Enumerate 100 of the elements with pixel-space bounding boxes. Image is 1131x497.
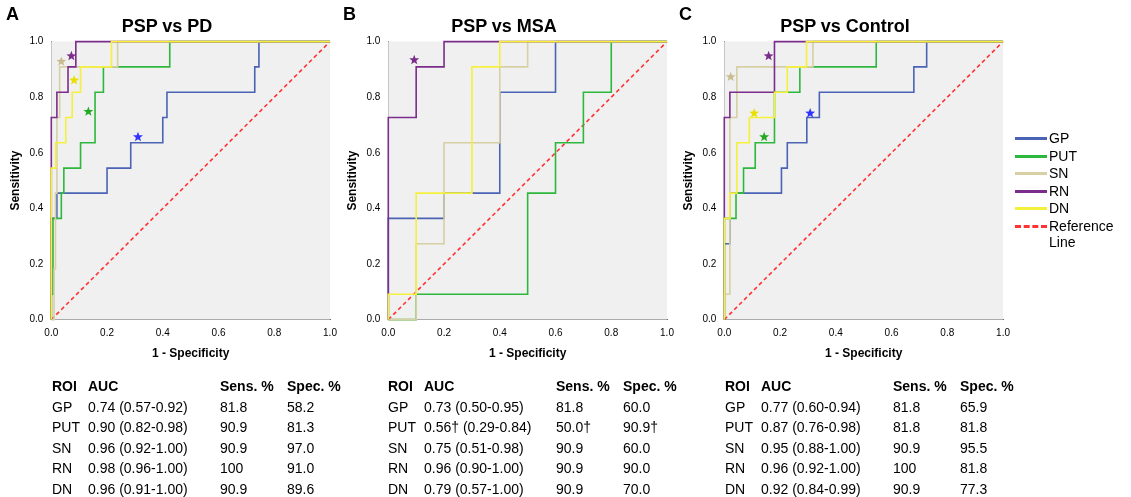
text: 0.96 (0.92-1.00) xyxy=(88,438,189,458)
text: ROI xyxy=(52,377,78,396)
text: 0.87 (0.76-0.98) xyxy=(761,418,862,437)
x-tick-label: 0.8 xyxy=(604,327,619,339)
y-tick-label: 0.0 xyxy=(29,313,44,325)
text: 0.98 (0.96-1.00) xyxy=(88,459,189,478)
text: 100 xyxy=(893,459,918,478)
text: 0.79 (0.57-1.00) xyxy=(424,479,525,497)
chart-title: PSP vs PD xyxy=(121,15,213,36)
x-tick-label: 0.0 xyxy=(381,327,396,339)
text: PUT xyxy=(52,418,81,437)
text: 60.0 xyxy=(623,438,652,458)
x-tick-label: 1.0 xyxy=(323,327,338,339)
y-axis-title: Sensitivity xyxy=(7,150,22,211)
text: 90.0 xyxy=(623,459,652,478)
chart-subtitle: A xyxy=(6,4,19,25)
y-tick-label: 1.0 xyxy=(29,35,44,47)
x-tick-label: 0.2 xyxy=(437,327,452,339)
legend-label: SN xyxy=(1049,165,1070,181)
text: 81.8 xyxy=(960,459,989,478)
y-tick-label: 0.4 xyxy=(29,202,44,214)
x-tick-label: 0.4 xyxy=(492,327,508,339)
y-tick-label: 0.2 xyxy=(29,257,44,269)
text: DN xyxy=(52,479,74,497)
text: 81.3 xyxy=(287,418,316,437)
x-tick-label: 0.0 xyxy=(44,327,59,339)
text: 50.0† xyxy=(556,418,593,437)
text: 97.0 xyxy=(287,438,316,458)
y-tick-label: 0.0 xyxy=(366,313,381,325)
text: 0.75 (0.51-0.98) xyxy=(424,438,525,458)
chart-title: PSP vs Control xyxy=(780,15,910,36)
y-tick-label: 1.0 xyxy=(702,35,717,47)
text: 60.0 xyxy=(623,397,652,417)
chart-subtitle: B xyxy=(343,4,356,25)
x-tick-label: 0.2 xyxy=(773,327,788,339)
text: GP xyxy=(52,397,74,417)
text: 0.92 (0.84-0.99) xyxy=(761,479,862,497)
text: 95.5 xyxy=(960,438,989,458)
text: 90.9† xyxy=(623,418,660,437)
text: 81.8 xyxy=(960,418,989,437)
legend-label: GP xyxy=(1049,130,1071,146)
text: 70.0 xyxy=(623,479,652,497)
text: 0.73 (0.50-0.95) xyxy=(424,397,525,417)
y-tick-label: 0.8 xyxy=(366,90,381,102)
text: 0.77 (0.60-0.94) xyxy=(761,397,862,417)
y-tick-label: 0.0 xyxy=(702,313,717,325)
text: DN xyxy=(725,479,747,497)
text: 91.0 xyxy=(287,459,316,478)
text: Spec. % xyxy=(287,377,342,396)
text: Spec. % xyxy=(960,377,1015,396)
y-tick-label: 0.6 xyxy=(702,146,717,158)
text: 90.9 xyxy=(893,479,922,497)
text: Sens. % xyxy=(220,377,275,396)
text: 90.9 xyxy=(220,438,249,458)
text: 90.9 xyxy=(893,438,922,458)
text: 58.2 xyxy=(287,397,316,417)
text: SN xyxy=(725,438,746,458)
text: 81.8 xyxy=(556,397,585,417)
x-tick-label: 0.8 xyxy=(267,327,282,339)
x-tick-label: 0.6 xyxy=(211,327,226,339)
text: 100 xyxy=(220,459,245,478)
y-tick-label: 0.2 xyxy=(702,257,717,269)
chart-subtitle: C xyxy=(679,4,692,25)
text: 81.8 xyxy=(220,397,249,417)
text: 89.6 xyxy=(287,479,316,497)
text: DN xyxy=(388,479,410,497)
x-tick-label: 0.2 xyxy=(100,327,115,339)
text: 0.96 (0.90-1.00) xyxy=(424,459,525,478)
y-axis-title: Sensitivity xyxy=(344,150,359,211)
text: AUC xyxy=(424,377,456,396)
x-tick-label: 1.0 xyxy=(996,327,1011,339)
x-tick-label: 1.0 xyxy=(660,327,675,339)
text: RN xyxy=(388,459,410,478)
text: 0.95 (0.88-1.00) xyxy=(761,438,862,458)
text: 0.74 (0.57-0.92) xyxy=(88,397,189,417)
legend-label: Reference Line xyxy=(1049,217,1115,250)
text: Sens. % xyxy=(893,377,948,396)
chart-title: PSP vs MSA xyxy=(451,15,557,36)
text: GP xyxy=(725,397,747,417)
text: ROI xyxy=(388,377,414,396)
text: SN xyxy=(388,438,409,458)
text: GP xyxy=(388,397,410,417)
text: SN xyxy=(52,438,73,458)
y-tick-label: 0.4 xyxy=(366,202,381,214)
text: 90.9 xyxy=(220,479,249,497)
y-tick-label: 0.2 xyxy=(366,257,381,269)
x-tick-label: 0.0 xyxy=(717,327,732,339)
text: Spec. % xyxy=(623,377,678,396)
text: 81.8 xyxy=(893,418,922,437)
text: 90.9 xyxy=(556,479,585,497)
y-tick-label: 0.8 xyxy=(29,90,44,102)
y-tick-label: 0.6 xyxy=(29,146,44,158)
y-tick-label: 0.4 xyxy=(702,202,717,214)
x-tick-label: 0.6 xyxy=(548,327,563,339)
text: RN xyxy=(725,459,747,478)
legend-label: DN xyxy=(1049,200,1071,216)
x-tick-label: 0.8 xyxy=(940,327,955,339)
legend-label: PUT xyxy=(1049,147,1078,164)
x-axis-title: 1 - Specificity xyxy=(824,346,903,361)
x-axis-title: 1 - Specificity xyxy=(151,346,230,361)
